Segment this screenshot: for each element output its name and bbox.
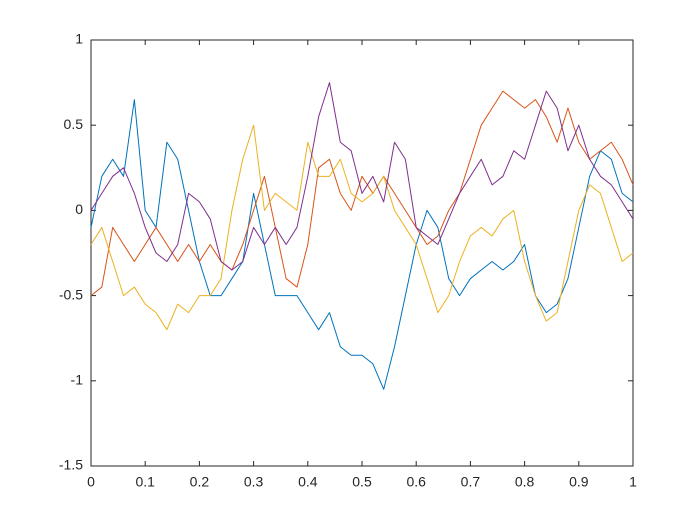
series-line <box>90 124 634 331</box>
y-tick-label: 1 <box>75 31 83 47</box>
y-tick-label: -0.5 <box>59 286 83 302</box>
x-tick-label: 0.2 <box>190 474 210 490</box>
x-tick-label: 0.5 <box>352 474 372 490</box>
y-tick-label: -1 <box>71 372 84 388</box>
series-line <box>90 82 634 271</box>
x-tick-label: 0.9 <box>569 474 589 490</box>
series-line <box>90 90 634 296</box>
y-tick-label: 0.5 <box>64 116 84 132</box>
x-tick-label: 0.6 <box>406 474 426 490</box>
x-tick-label: 0.1 <box>135 474 155 490</box>
x-tick-label: 0 <box>87 474 95 490</box>
x-tick-label: 0.4 <box>298 474 318 490</box>
x-tick-label: 0.3 <box>244 474 264 490</box>
x-tick-label: 0.7 <box>461 474 481 490</box>
x-tick-label: 0.8 <box>515 474 535 490</box>
series-line <box>90 99 634 390</box>
y-tick-label: 0 <box>75 201 83 217</box>
x-tick-label: 1 <box>629 474 637 490</box>
y-tick-label: -1.5 <box>59 457 83 473</box>
